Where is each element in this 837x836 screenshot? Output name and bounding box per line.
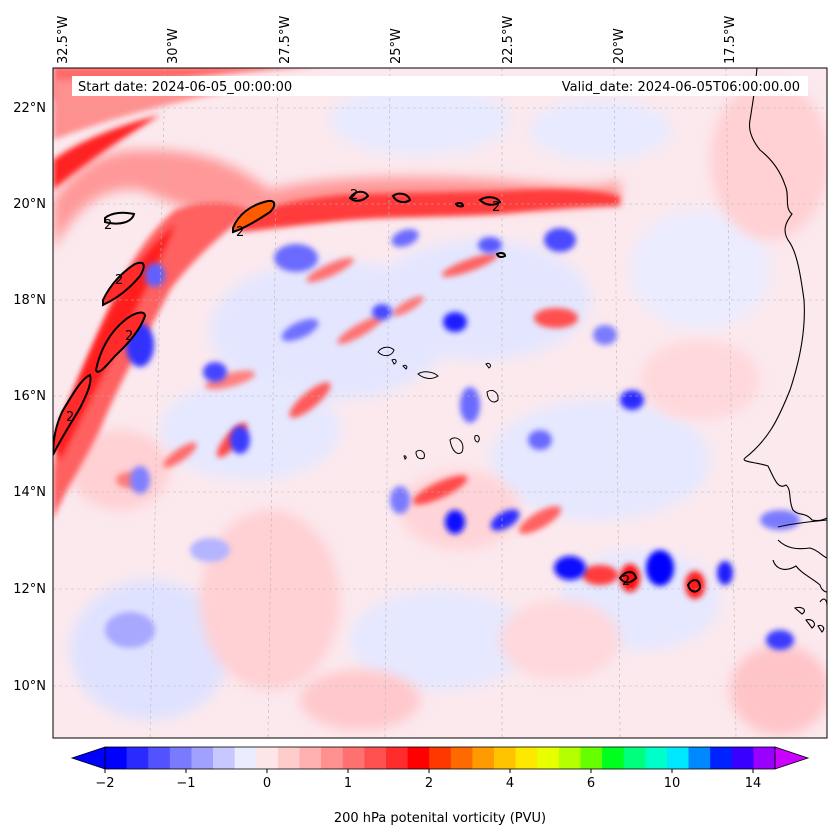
colorbar-cell [342, 747, 365, 769]
colorbar-cell [385, 747, 409, 769]
start-date-text: Start date: 2024-06-05_00:00:00 [78, 80, 292, 95]
colorbar-cell [494, 747, 517, 769]
contour-label: 2 [236, 225, 244, 240]
contour-label: 2 [115, 273, 123, 288]
lat-label: 20°N [13, 197, 46, 212]
lat-label: 16°N [13, 389, 46, 404]
colorbar-tick-label: −2 [95, 776, 114, 791]
colorbar-tick-label: 6 [587, 776, 595, 791]
colorbar-cell [277, 747, 301, 769]
positive-pv-areas [70, 80, 827, 735]
colorbar-tick-label: 0 [263, 776, 271, 791]
colorbar-tick-label: −1 [176, 776, 195, 791]
contour-label: 2 [622, 574, 630, 589]
lon-label: 20°W [612, 28, 627, 64]
cabo-verde-islands [377, 346, 499, 460]
contour-label: 2 [492, 200, 500, 215]
colorbar-extend-high [774, 746, 810, 770]
contour-labels: 2 2 2 2 2 2 2 2 [66, 188, 630, 589]
map-panel: 2 2 2 2 2 2 2 2 [53, 68, 827, 738]
africa-coastline [743, 68, 827, 633]
lon-label: 25°W [389, 28, 404, 64]
colorbar-cell [450, 747, 473, 769]
colorbar-cells [105, 747, 776, 769]
colorbar-cell [105, 747, 128, 769]
colorbar-cell [515, 747, 538, 769]
lon-label: 27.5°W [278, 16, 293, 64]
colorbar-cell [213, 747, 236, 769]
lat-label: 22°N [13, 101, 46, 116]
colorbar-cell [602, 747, 625, 769]
colorbar: −2 −1 0 1 2 4 6 10 14 200 hPa potenital vorticit… [70, 746, 810, 826]
negative-pv-blobs [105, 228, 800, 650]
lon-label: 32.5°W [56, 16, 71, 64]
lon-label: 17.5°W [723, 16, 738, 64]
contour-label: 2 [104, 218, 112, 233]
contour-label: 2 [350, 188, 358, 203]
pv-2-contours [53, 190, 702, 593]
longitude-labels: 32.5°W 30°W 27.5°W 25°W 22.5°W 20°W 17.5… [56, 16, 738, 64]
colorbar-extend-low [70, 746, 106, 770]
contour-label: 2 [125, 329, 133, 344]
colorbar-tick-label: 14 [745, 776, 762, 791]
lat-label: 12°N [13, 582, 46, 597]
colorbar-tick-label: 4 [506, 776, 514, 791]
colorbar-cell [299, 747, 322, 769]
colorbar-cell [753, 747, 776, 769]
colorbar-cell [645, 747, 668, 769]
colorbar-ticks: −2 −1 0 1 2 4 6 10 14 [95, 769, 761, 791]
colorbar-cell [234, 747, 257, 769]
colorbar-cell [537, 747, 560, 769]
colorbar-cell [126, 747, 149, 769]
lat-label: 10°N [13, 679, 46, 694]
lat-label: 18°N [13, 293, 46, 308]
colorbar-cell [321, 747, 344, 769]
contour-label: 2 [66, 410, 74, 425]
colorbar-cell [580, 747, 603, 769]
colorbar-title: 200 hPa potenital vorticity (PVU) [334, 811, 546, 826]
colorbar-cell [148, 747, 171, 769]
colorbar-cell [731, 747, 754, 769]
colorbar-cell [558, 747, 581, 769]
latitude-labels: 22°N 20°N 18°N 16°N 14°N 12°N 10°N [13, 101, 46, 694]
colorbar-cell [623, 747, 646, 769]
colorbar-cell [429, 747, 452, 769]
colorbar-tick-label: 10 [664, 776, 681, 791]
map-border [52, 67, 828, 739]
colorbar-cell [688, 747, 711, 769]
map-gridlines [53, 68, 827, 738]
valid-date-text: Valid_date: 2024-06-05T06:00:00.00 [562, 80, 800, 95]
colorbar-cell [710, 747, 733, 769]
colorbar-cell [472, 747, 495, 769]
colorbar-cell [191, 747, 214, 769]
colorbar-cell [407, 747, 430, 769]
colorbar-tick-label: 2 [425, 776, 433, 791]
colorbar-tick-label: 1 [344, 776, 352, 791]
colorbar-cell [256, 747, 279, 769]
colorbar-frame [104, 746, 776, 770]
date-banner: Start date: 2024-06-05_00:00:00 Valid_da… [72, 76, 808, 96]
lon-label: 30°W [166, 28, 181, 64]
colorbar-cell [666, 747, 690, 769]
colorbar-cell [364, 747, 387, 769]
lat-label: 14°N [13, 485, 46, 500]
lon-label: 22.5°W [501, 16, 516, 64]
colorbar-cell [169, 747, 192, 769]
